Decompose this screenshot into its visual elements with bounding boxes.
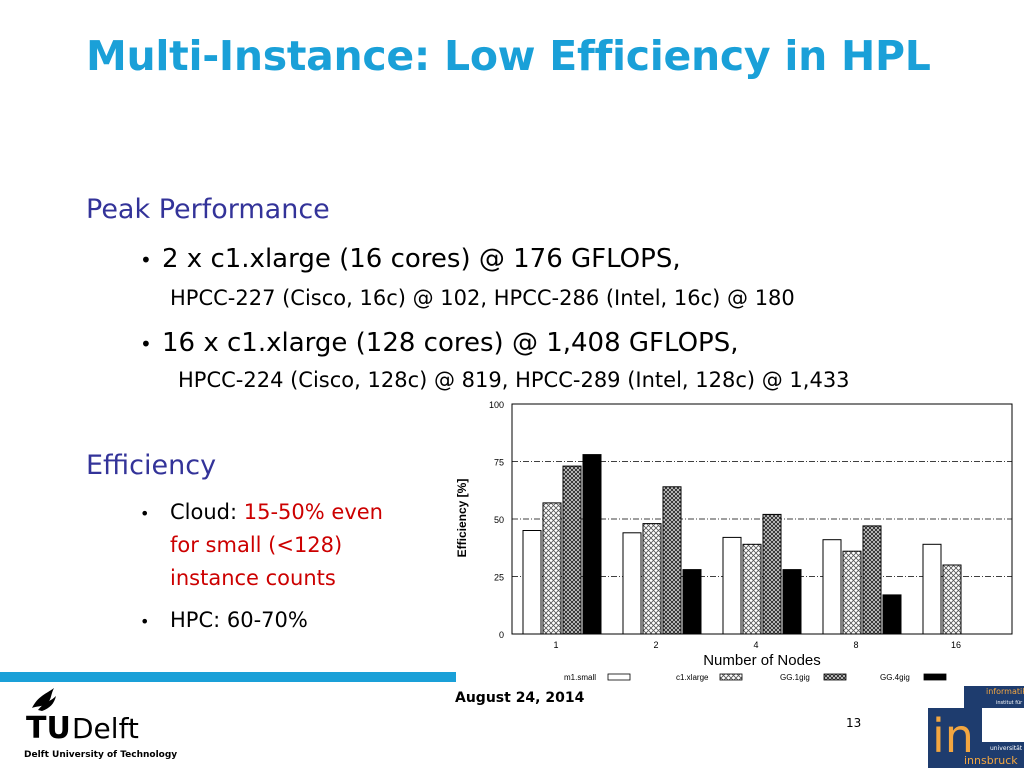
bullet-1-sub: HPCC-227 (Cisco, 16c) @ 102, HPCC-286 (I… [170,286,795,310]
bar-GG-4gig-1 [582,454,602,635]
footer-accent-bar [0,672,456,682]
bar-m1-small-16 [922,543,942,635]
bullet-hpc: • HPC: 60-70% [140,608,308,632]
bullet-2: • 16 x c1.xlarge (128 cores) @ 1,408 GFLO… [140,328,738,358]
bar-c1-xlarge-4 [742,543,762,635]
tudelft-delft: Delft [72,712,139,745]
bar-GG-4gig-4 [782,569,802,635]
bullet-2-sub: HPCC-224 (Cisco, 128c) @ 819, HPCC-289 (… [178,368,850,392]
bullet-2-main: 16 x c1.xlarge (128 cores) @ 1,408 GFLOP… [162,328,739,358]
cloud-range: 15-50% even [243,500,383,524]
cloud-label: Cloud: [170,500,238,524]
bar-m1-small-2 [622,532,642,635]
x-tick-label: 1 [553,640,558,650]
chart-legend: m1.small c1.xlarge GG.1gig GG.4gig [564,673,947,682]
tudelft-logo: TU Delft [26,688,139,746]
bar-GG-1gig-4 [762,513,782,635]
y-tick-label: 25 [494,573,504,583]
bullet-1-main: 2 x c1.xlarge (16 cores) @ 176 GFLOPS, [162,244,681,274]
ibk-big-in: in [932,709,974,763]
bar-c1-xlarge-2 [642,523,662,635]
footer-date: August 24, 2014 [455,690,585,706]
bar-m1-small-4 [722,536,742,635]
bullet-glyph: • [140,332,152,356]
x-tick-label: 8 [853,640,858,650]
ibk-mid-text: institut für [996,700,1023,706]
x-tick-label: 2 [653,640,658,650]
y-axis-label: Efficiency [%] [456,479,469,558]
legend-label-GG-4gig: GG.4gig [880,673,910,682]
bullet-glyph: • [140,248,152,272]
legend-label-GG-1gig: GG.1gig [780,673,810,682]
bar-m1-small-1 [522,530,542,635]
slide-title: Multi-Instance: Low Efficiency in HPL [86,32,931,80]
bar-GG-1gig-1 [562,465,582,635]
legend-swatch-m1-small [607,673,631,681]
legend-label-m1-small: m1.small [564,673,596,682]
bar-c1-xlarge-1 [542,502,562,635]
bar-GG-1gig-2 [662,486,682,635]
y-tick-label: 0 [499,630,504,640]
tudelft-tu: TU [26,711,71,746]
bullet-1: • 2 x c1.xlarge (16 cores) @ 176 GFLOPS, [140,244,681,274]
bar-GG-1gig-8 [862,525,882,635]
x-axis-label: Number of Nodes [703,652,821,669]
ibk-uni-text: universität [990,745,1023,752]
bar-GG-4gig-2 [682,569,702,635]
y-tick-label: 50 [494,515,504,525]
efficiency-chart-svg: 0 25 50 75 100 1 2 4 8 16 Efficiency [%] Number o… [455,400,1013,682]
peak-performance-heading: Peak Performance [86,194,330,225]
bar-m1-small-8 [822,539,842,635]
legend-label-c1-xlarge: c1.xlarge [676,673,709,682]
flame-icon [32,688,56,711]
ibk-top-text: informatik [986,687,1024,696]
ibk-bottom-text: innsbruck [964,754,1018,767]
legend-swatch-GG-1gig [823,673,847,681]
bullet-glyph: • [140,504,150,523]
cloud-line-2: for small (<128) [170,533,343,557]
x-tick-label: 16 [951,640,961,650]
efficiency-chart: 0 25 50 75 100 1 2 4 8 16 Efficiency [%] Number o… [455,398,1024,685]
x-tick-label: 4 [753,640,758,650]
innsbruck-logo: informatik institut für in universität i… [928,686,1024,768]
chart-layer: 0 25 50 75 100 1 2 4 8 16 [489,400,1013,650]
hpc-text: HPC: 60-70% [170,608,308,632]
efficiency-heading: Efficiency [86,450,217,481]
cloud-line-3: instance counts [170,566,336,590]
bullet-cloud: • Cloud: 15-50% even [140,500,383,524]
bar-c1-xlarge-16 [942,564,962,635]
tudelft-name: Delft University of Technology [24,750,178,760]
legend-swatch-c1-xlarge [719,673,743,681]
bullet-glyph: • [140,612,150,631]
bar-GG-4gig-8 [882,594,902,635]
page-number: 13 [846,716,862,730]
bar-c1-xlarge-8 [842,550,862,635]
y-tick-label: 75 [494,458,504,468]
y-tick-label: 100 [489,400,504,410]
legend-swatch-GG-4gig [923,673,947,681]
